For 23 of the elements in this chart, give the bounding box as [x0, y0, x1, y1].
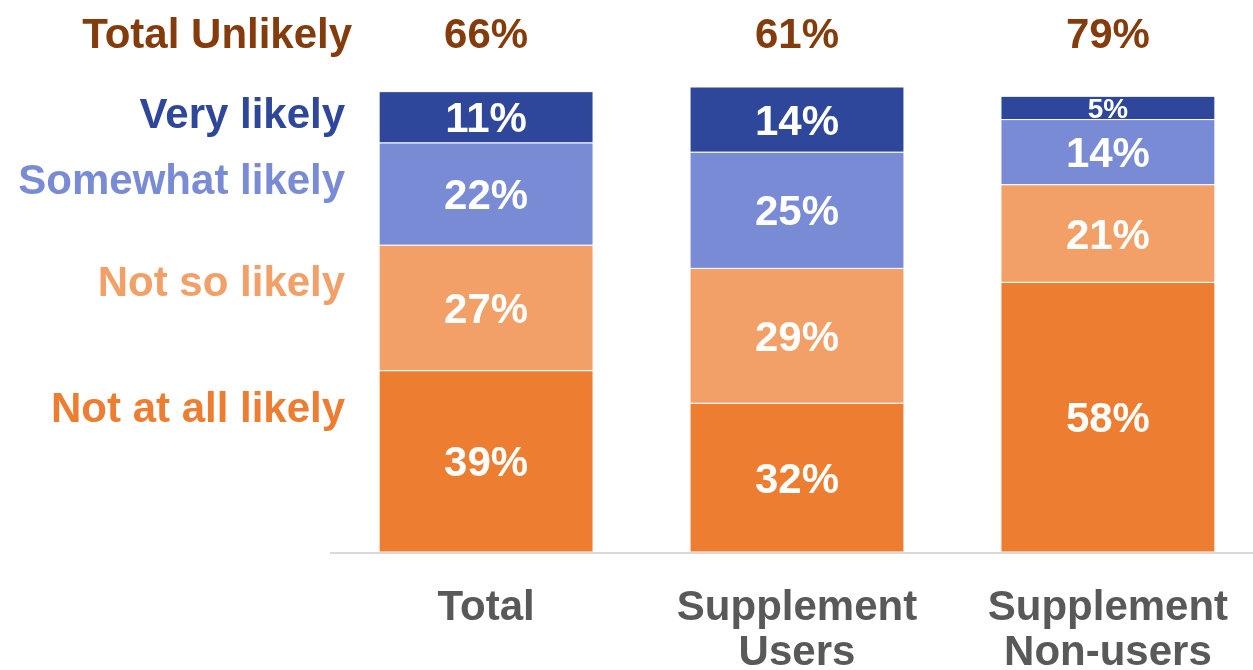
data-label: 5%: [1087, 92, 1129, 124]
data-label: 39%: [444, 438, 529, 486]
text: 61%: [754, 10, 840, 57]
series-label: Somewhat likely: [18, 155, 346, 203]
series-label: Not at all likely: [51, 383, 346, 431]
series-label: Very likely: [139, 90, 346, 138]
data-label: 27%: [444, 284, 529, 332]
data-label: 58%: [1065, 394, 1150, 442]
data-label: 11%: [445, 94, 527, 142]
x-tick-label: Supplement Users: [676, 582, 918, 670]
text: Total Unlikely: [82, 10, 353, 57]
text: 66%: [444, 10, 529, 57]
data-label: 21%: [1065, 210, 1150, 258]
data-label: 32%: [754, 454, 840, 502]
x-tick-label: Supplement Non-users: [987, 582, 1229, 670]
data-label: 25%: [754, 187, 840, 235]
text: 79%: [1065, 10, 1150, 57]
data-label: 22%: [444, 171, 529, 219]
series-label: Not so likely: [97, 258, 346, 306]
data-label: 29%: [754, 312, 840, 360]
data-label: 14%: [754, 96, 840, 144]
x-tick-label: Total: [437, 582, 535, 629]
data-label: 14%: [1065, 129, 1150, 177]
